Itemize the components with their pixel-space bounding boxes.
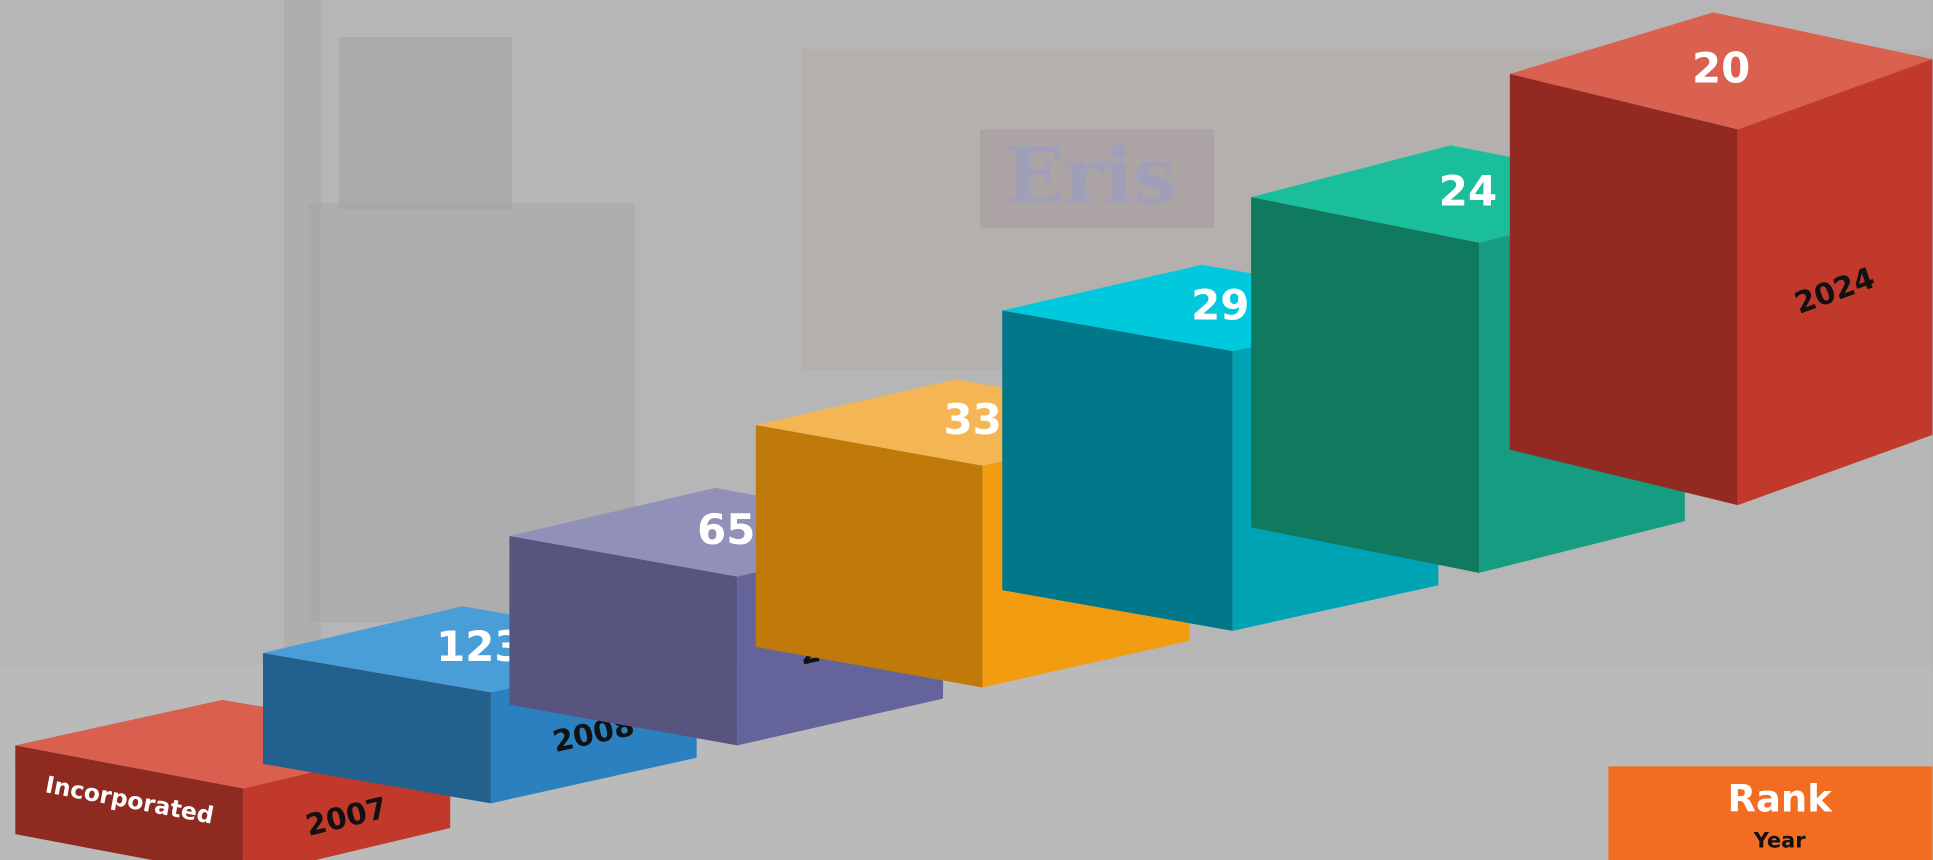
- legend-year: Year: [1753, 829, 1807, 853]
- box-left: [1002, 310, 1232, 630]
- rank-label: 24: [1439, 167, 1497, 216]
- legend-rank: Rank: [1728, 777, 1834, 820]
- legend: Rank Year: [1608, 766, 1932, 860]
- rank-label: 33: [944, 395, 1002, 444]
- box-left: [756, 425, 983, 687]
- rank-label: 20: [1692, 43, 1750, 92]
- infographic: Eris 2007Incorporated1232008652010332012…: [0, 0, 1933, 860]
- box-left: [1251, 197, 1479, 573]
- page: {"background": {"sign": "Eris"}, "steps"…: [0, 0, 1933, 860]
- box-left: [1510, 74, 1738, 505]
- rank-label: 65: [697, 505, 755, 554]
- sign-text: Eris: [1006, 131, 1176, 221]
- rank-label: 29: [1191, 281, 1249, 330]
